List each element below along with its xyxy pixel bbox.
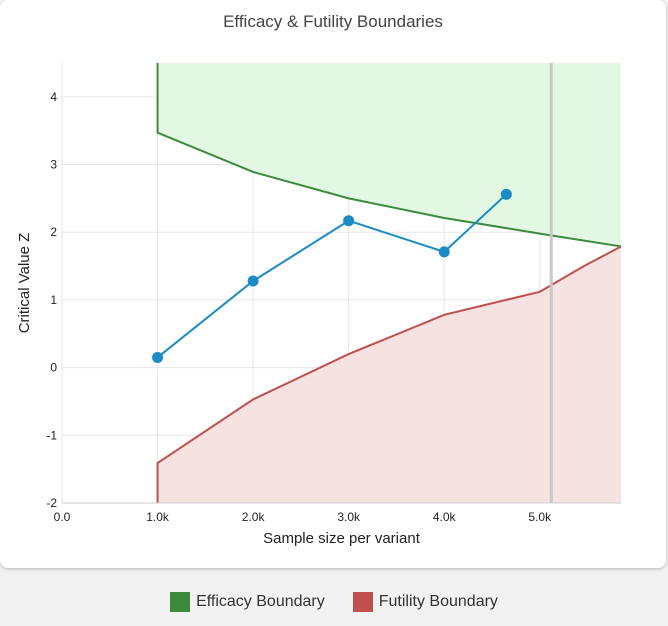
efficacy-boundary-line	[156, 63, 622, 248]
futility-region	[157, 246, 622, 503]
chart-legend: Efficacy Boundary Futility Boundary	[0, 592, 668, 612]
observed-z-point	[247, 275, 259, 287]
x-tick-label: 3.0k	[337, 510, 361, 524]
x-tick-label: 0.0	[54, 510, 71, 524]
y-tick-label: 0	[50, 361, 57, 375]
y-tick-label: 3	[50, 158, 57, 172]
chart-title: Efficacy & Futility Boundaries	[223, 12, 443, 31]
y-axis-title: Critical Value Z	[16, 233, 33, 334]
y-tick-label: -1	[46, 428, 57, 442]
observed-z-point	[343, 215, 355, 227]
x-axis-title: Sample size per variant	[263, 530, 421, 547]
legend-item-efficacy[interactable]: Efficacy Boundary	[170, 592, 325, 612]
futility-boundary-line	[156, 245, 622, 503]
observed-z-point	[152, 351, 164, 363]
efficacy-region	[157, 63, 622, 247]
y-tick-label: 4	[50, 90, 57, 104]
legend-swatch-efficacy	[170, 592, 191, 612]
legend-item-futility[interactable]: Futility Boundary	[352, 592, 498, 612]
y-tick-label: 1	[50, 293, 57, 307]
x-tick-label: 2.0k	[242, 510, 266, 524]
y-tick-label: -2	[46, 496, 57, 510]
legend-label-efficacy: Efficacy Boundary	[196, 593, 325, 610]
legend-swatch-futility	[352, 592, 373, 612]
x-tick-label: 5.0k	[528, 510, 552, 524]
chart-plot: -2 -1 0 1 2 3 4 0.0 1.0k 2.0k 3.0k 4.0k 5.0k Sample s…	[16, 63, 622, 547]
x-tick-label: 1.0k	[146, 510, 170, 524]
observed-z-point	[438, 246, 450, 258]
legend-label-futility: Futility Boundary	[378, 593, 498, 610]
y-tick-label: 2	[50, 225, 57, 239]
observed-z-point	[500, 188, 512, 200]
x-tick-label: 4.0k	[433, 510, 457, 524]
